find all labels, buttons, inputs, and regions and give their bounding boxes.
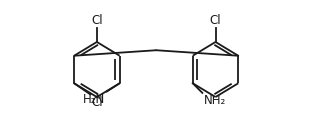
Text: Cl: Cl: [91, 14, 103, 27]
Text: Cl: Cl: [92, 96, 103, 109]
Text: Cl: Cl: [210, 14, 221, 27]
Text: NH₂: NH₂: [204, 94, 226, 107]
Text: H₂N: H₂N: [83, 93, 105, 106]
